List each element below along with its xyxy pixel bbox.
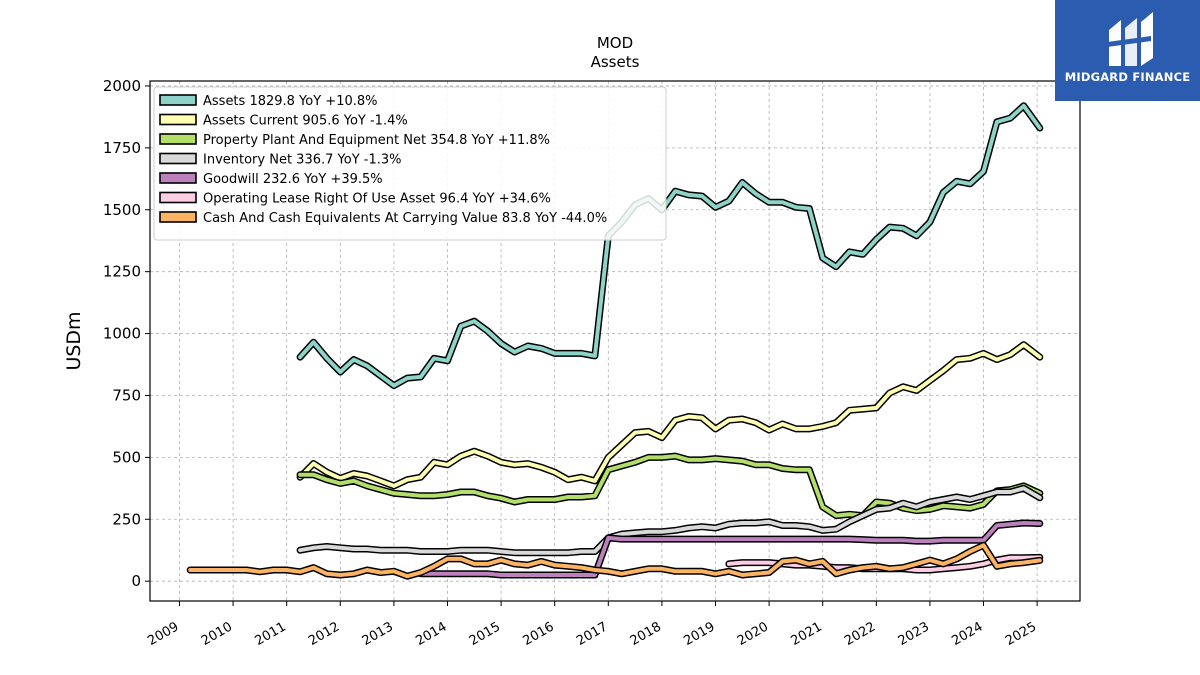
legend-swatch [159, 172, 197, 184]
x-tick-label: 2009 [145, 619, 181, 649]
x-tick-label: 2019 [681, 619, 717, 649]
y-tick-label: 1250 [103, 263, 141, 281]
y-tick-label: 1750 [103, 139, 141, 157]
y-tick-label: 2000 [103, 77, 141, 95]
legend-box [153, 86, 667, 241]
brand-name: MIDGARD FINANCE [1064, 70, 1191, 84]
x-tick-label: 2018 [628, 619, 664, 649]
legend-entry-label: Assets Current 905.6 YoY -1.4% [203, 114, 408, 129]
legend-entry-label: Property Plant And Equipment Net 354.8 Y… [203, 133, 550, 148]
chart-title: MOD [597, 34, 633, 52]
series-4-line [418, 521, 1042, 577]
brand-badge: MIDGARD FINANCE [1055, 0, 1200, 101]
y-axis: 0 250 500 750 1000 1250 1500 1750 2000 [103, 77, 150, 590]
legend-swatch [159, 211, 197, 223]
series-2-outline [296, 452, 1044, 520]
x-tick-label: 2020 [735, 619, 771, 649]
y-axis-label: USDm [63, 311, 85, 370]
x-tick-label: 2022 [842, 619, 878, 649]
x-tick-label: 2015 [467, 619, 503, 649]
y-tick-label: 500 [112, 448, 141, 466]
legend-entry-label: Cash And Cash Equivalents At Carrying Va… [203, 211, 607, 226]
x-tick-label: 2024 [949, 619, 985, 649]
x-tick-label: 2014 [413, 619, 449, 649]
y-tick-label: 0 [131, 572, 141, 590]
y-tick-label: 1500 [103, 201, 141, 219]
series-1-outline [296, 341, 1044, 490]
legend-swatch [159, 133, 197, 145]
midgard-logo-icon [1107, 12, 1153, 66]
series-lines [186, 102, 1044, 580]
x-tick-label: 2025 [1003, 619, 1039, 649]
legend-swatch [159, 152, 197, 165]
x-tick-label: 2023 [896, 619, 932, 649]
series-3-line [298, 486, 1042, 555]
legend-swatch [159, 113, 197, 126]
series-1-line [298, 342, 1042, 488]
x-tick-label: 2016 [521, 619, 557, 649]
y-tick-label: 750 [112, 386, 141, 404]
series-0-line [298, 103, 1042, 388]
legend: Assets 1829.8 YoY +10.8% Assets Current 9… [153, 86, 667, 241]
chart-subtitle: Assets [591, 53, 640, 71]
series-2-line [298, 454, 1042, 518]
legend-swatch [159, 191, 197, 204]
x-tick-label: 2010 [199, 619, 235, 649]
x-tick-label: 2021 [789, 619, 825, 649]
y-tick-label: 250 [112, 510, 141, 528]
x-axis: 2009 2010 2011 2012 2013 2014 2015 2016 2017 2018… [145, 601, 1039, 649]
legend-entry-label: Inventory Net 336.7 YoY -1.3% [203, 153, 402, 168]
legend-entry-label: Assets 1829.8 YoY +10.8% [203, 94, 378, 109]
x-tick-label: 2017 [574, 619, 610, 649]
x-tick-label: 2013 [360, 619, 396, 649]
legend-swatch [159, 94, 197, 106]
x-tick-label: 2012 [306, 619, 342, 649]
legend-entry-label: Operating Lease Right Of Use Asset 96.4 … [203, 192, 551, 207]
y-tick-label: 1000 [103, 325, 141, 343]
series-6-line [188, 543, 1042, 579]
x-tick-label: 2011 [253, 619, 289, 649]
plot-area [149, 80, 1081, 602]
legend-entry-label: Goodwill 232.6 YoY +39.5% [203, 172, 383, 187]
